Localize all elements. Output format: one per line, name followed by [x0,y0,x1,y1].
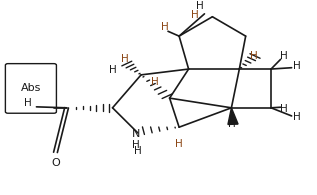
Text: H: H [191,10,199,20]
Text: H: H [152,77,159,87]
Polygon shape [228,108,238,124]
Text: H: H [293,112,300,121]
Text: H: H [280,104,288,114]
Text: H: H [175,139,183,149]
Text: Abs: Abs [21,83,41,93]
Text: H: H [196,1,204,11]
Text: H: H [161,22,169,32]
Text: H: H [280,51,288,61]
Text: H: H [228,119,235,129]
Text: H: H [293,61,300,71]
Text: H: H [134,146,142,156]
Text: H: H [121,54,129,64]
Text: H: H [250,51,257,61]
Text: H: H [24,98,32,108]
Text: N: N [132,129,140,139]
Text: H: H [109,65,116,75]
Text: H: H [133,140,140,150]
FancyBboxPatch shape [5,64,56,113]
Text: O: O [51,158,60,168]
